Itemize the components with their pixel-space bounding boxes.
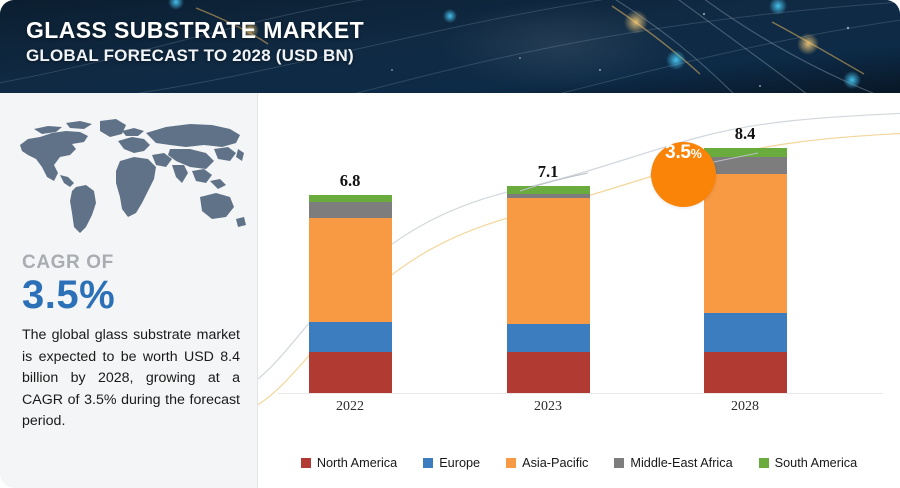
cagr-value: 3.5% xyxy=(22,273,116,317)
legend-swatch-icon xyxy=(300,458,311,468)
bar-group-2028[interactable] xyxy=(703,148,787,393)
cagr-block: CAGR OF 3.5% xyxy=(22,253,242,317)
cagr-callout-bubble: 3.5% xyxy=(651,142,716,207)
x-axis-tick-2023: 2023 xyxy=(534,399,562,414)
legend-swatch-icon xyxy=(758,458,769,468)
sidebar-divider xyxy=(257,93,258,488)
header-text-block: GLASS SUBSTRATE MARKET GLOBAL FORECAST T… xyxy=(26,17,365,65)
bar-segment-middle-east-africa[interactable] xyxy=(703,157,787,174)
bar-segment-south-america[interactable] xyxy=(308,194,392,202)
bar-segment-asia-pacific[interactable] xyxy=(308,217,392,322)
bar-segment-middle-east-africa[interactable] xyxy=(308,201,392,218)
legend-swatch-icon xyxy=(614,458,625,468)
bar-total-label-2023: 7.1 xyxy=(537,161,559,181)
legend-item-north-america[interactable]: North America xyxy=(300,456,398,470)
chart-plot-area: 6.8 7.1 8.4 xyxy=(258,93,900,488)
bar-segment-europe[interactable] xyxy=(308,321,392,353)
sidebar-panel: CAGR OF 3.5% The global glass substrate … xyxy=(0,93,258,488)
cagr-callout-value: 3.5 xyxy=(665,142,691,163)
legend-label: Asia-Pacific xyxy=(522,456,589,470)
cagr-caption: CAGR OF xyxy=(22,252,114,273)
bar-total-label-2028: 8.4 xyxy=(734,124,756,143)
legend-label: Europe xyxy=(439,456,481,470)
bar-segment-asia-pacific[interactable] xyxy=(703,173,787,314)
x-axis-tick-2022: 2022 xyxy=(336,399,364,414)
header-banner: GLASS SUBSTRATE MARKET GLOBAL FORECAST T… xyxy=(0,0,900,93)
bar-total-label-2022: 6.8 xyxy=(339,170,361,190)
legend-item-asia-pacific[interactable]: Asia-Pacific xyxy=(506,456,588,470)
bar-segment-asia-pacific[interactable] xyxy=(506,197,590,324)
bar-group-2022[interactable] xyxy=(308,194,392,393)
bar-segment-south-america[interactable] xyxy=(703,148,787,158)
bar-segment-south-america[interactable] xyxy=(506,185,590,194)
content-body: CAGR OF 3.5% The global glass substrate … xyxy=(0,93,900,488)
bar-segment-north-america[interactable] xyxy=(308,352,392,393)
page-title: GLASS SUBSTRATE MARKET xyxy=(26,17,365,43)
stacked-bar-chart: 6.8 7.1 8.4 3.5% 2022 2023 2028 xyxy=(258,93,900,488)
x-axis-line xyxy=(278,393,883,394)
bar-segment-north-america[interactable] xyxy=(703,352,787,393)
page-subtitle: GLOBAL FORECAST TO 2028 (USD BN) xyxy=(26,45,354,65)
chart-legend: North America Europe Asia-Pacific Middle-Ea… xyxy=(258,438,900,488)
legend-item-europe[interactable]: Europe xyxy=(423,456,480,470)
legend-item-middle-east-africa[interactable]: Middle-East Africa xyxy=(614,456,733,470)
market-description: The global glass substrate market is exp… xyxy=(22,327,240,430)
header-background-graphic xyxy=(0,0,900,93)
legend-swatch-icon xyxy=(506,458,517,468)
legend-swatch-icon xyxy=(423,458,434,468)
legend-label: Middle-East Africa xyxy=(630,456,733,470)
legend-item-south-america[interactable]: South America xyxy=(758,456,858,470)
x-axis-tick-2028: 2028 xyxy=(731,399,759,414)
bar-segment-north-america[interactable] xyxy=(506,351,590,393)
bar-segment-middle-east-africa[interactable] xyxy=(506,193,590,198)
cagr-callout-unit: % xyxy=(690,147,702,161)
legend-label: South America xyxy=(774,456,858,470)
bar-segment-europe[interactable] xyxy=(506,323,590,352)
legend-label: North America xyxy=(316,456,398,470)
bar-group-2023[interactable] xyxy=(506,185,590,393)
bar-segment-europe[interactable] xyxy=(703,313,787,353)
callout-leader-line xyxy=(519,152,759,192)
world-map-icon xyxy=(20,119,246,233)
